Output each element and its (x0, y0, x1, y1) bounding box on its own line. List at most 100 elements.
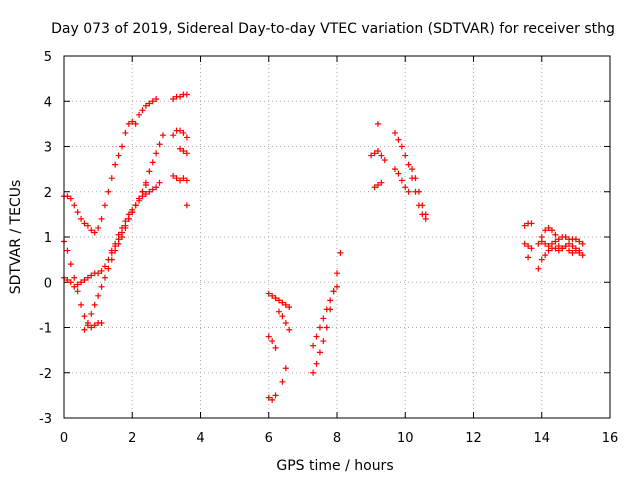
data-point (183, 177, 190, 184)
data-point (177, 93, 184, 100)
data-point (81, 313, 88, 320)
data-point (371, 184, 378, 191)
data-point (310, 369, 317, 376)
data-point (115, 231, 122, 238)
data-point (419, 202, 426, 209)
data-point (183, 202, 190, 209)
data-point (125, 120, 132, 127)
chart-title: Day 073 of 2019, Sidereal Day-to-day VTE… (51, 21, 615, 37)
data-point (149, 159, 156, 166)
data-point (272, 295, 279, 302)
data-point (78, 279, 85, 286)
data-point (81, 326, 88, 333)
data-point (327, 297, 334, 304)
data-point (398, 143, 405, 150)
data-point (74, 209, 81, 216)
data-point (139, 107, 146, 114)
data-point (562, 234, 569, 240)
data-point (95, 270, 102, 277)
data-point (95, 292, 102, 299)
data-point (402, 152, 409, 159)
data-point (545, 243, 552, 250)
data-point (64, 276, 71, 283)
data-point (71, 274, 78, 281)
x-tick-label: 16 (602, 431, 619, 446)
data-point (71, 202, 78, 209)
data-point (153, 150, 160, 157)
data-point (374, 181, 381, 188)
data-point (84, 222, 91, 229)
data-point (275, 308, 282, 315)
data-point (136, 197, 143, 204)
x-tick-label: 10 (397, 431, 414, 446)
x-tick-label: 0 (60, 431, 68, 446)
data-point (78, 301, 85, 308)
data-point (374, 120, 381, 127)
data-point (98, 283, 105, 290)
y-tick-label: 5 (44, 50, 52, 65)
y-tick-label: -3 (39, 412, 52, 427)
data-point (119, 224, 126, 231)
x-axis-label: GPS time / hours (276, 458, 393, 474)
data-point (576, 247, 583, 254)
data-point (139, 193, 146, 200)
data-point (132, 202, 139, 209)
data-point (88, 310, 95, 317)
data-point (156, 179, 163, 186)
data-point (409, 166, 416, 173)
data-point (552, 231, 559, 238)
data-point (310, 342, 317, 349)
data-point (88, 324, 95, 331)
data-point (67, 279, 74, 286)
data-point (320, 315, 327, 322)
data-point (371, 150, 378, 157)
data-point (156, 141, 163, 148)
data-point (282, 319, 289, 326)
data-point (170, 95, 177, 102)
data-point (177, 177, 184, 184)
data-point (146, 100, 153, 107)
y-tick-label: 4 (44, 95, 52, 110)
data-point (269, 338, 276, 345)
data-point (282, 301, 289, 308)
data-point (569, 243, 576, 250)
data-point (142, 102, 149, 109)
data-point (316, 324, 323, 331)
y-tick-label: -2 (39, 367, 52, 382)
data-point (177, 127, 184, 134)
data-point (282, 365, 289, 372)
data-point (265, 290, 272, 297)
data-point (183, 91, 190, 98)
data-point (422, 211, 429, 218)
data-point (405, 188, 412, 195)
data-point (316, 349, 323, 356)
data-point (74, 288, 81, 295)
data-point (105, 188, 112, 195)
data-point (170, 132, 177, 139)
data-point (569, 249, 576, 256)
data-point (275, 297, 282, 304)
data-point (136, 111, 143, 118)
data-point (265, 333, 272, 340)
data-point (98, 319, 105, 326)
data-point (313, 360, 320, 367)
data-point (177, 145, 184, 152)
x-tick-label: 4 (196, 431, 204, 446)
x-tick-label: 6 (265, 431, 273, 446)
data-point (313, 333, 320, 340)
data-point (542, 252, 549, 259)
data-point (98, 267, 105, 274)
y-tick-label: 3 (44, 141, 52, 156)
data-point (330, 288, 337, 295)
data-point (279, 313, 286, 320)
data-point (566, 240, 573, 247)
y-tick-label: -1 (39, 322, 52, 337)
data-point (112, 240, 119, 247)
data-point (579, 252, 586, 259)
y-tick-label: 0 (44, 276, 52, 291)
data-point (71, 283, 78, 290)
data-point (129, 118, 136, 125)
x-tick-label: 12 (465, 431, 482, 446)
